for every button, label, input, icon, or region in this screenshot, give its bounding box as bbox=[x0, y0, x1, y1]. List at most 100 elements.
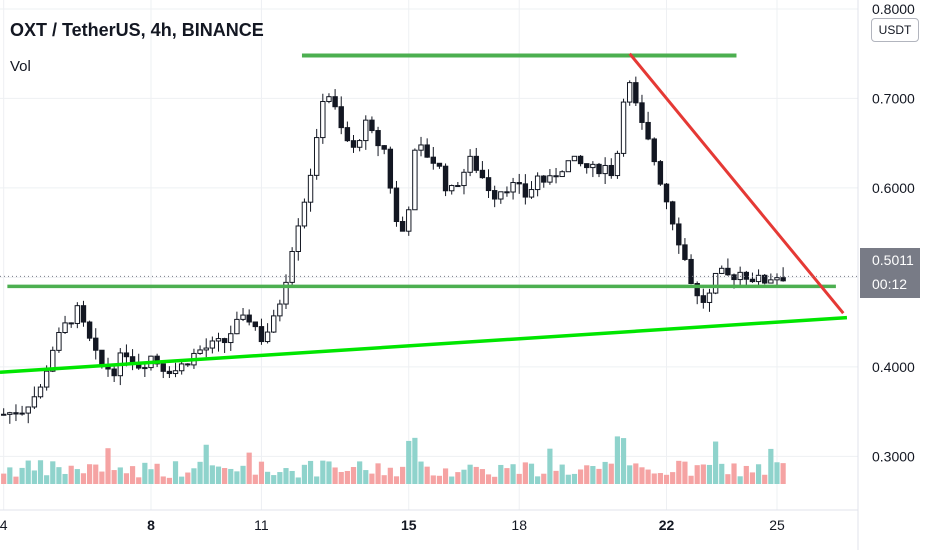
volume-bar bbox=[755, 464, 762, 484]
volume-bar bbox=[780, 463, 786, 484]
volume-bar bbox=[215, 466, 222, 484]
candle-body bbox=[491, 190, 498, 200]
volume-bar bbox=[608, 463, 614, 484]
volume-bar bbox=[381, 475, 387, 484]
candle-body bbox=[553, 175, 559, 178]
volume-bar bbox=[80, 473, 87, 484]
volume-bar bbox=[197, 461, 203, 484]
candle-body bbox=[142, 367, 148, 370]
volume-bar bbox=[264, 471, 271, 484]
candle-body bbox=[154, 355, 160, 365]
volume-bar bbox=[234, 471, 240, 484]
candle-body bbox=[178, 363, 185, 372]
volume-bar bbox=[191, 468, 197, 484]
candle-body bbox=[706, 292, 713, 303]
volume-bar bbox=[571, 473, 578, 484]
candle-body bbox=[320, 101, 326, 139]
candle-body bbox=[50, 349, 56, 372]
volume-bar bbox=[774, 462, 780, 484]
candle-countdown: 00:12 bbox=[872, 276, 908, 292]
volume-bar bbox=[25, 460, 31, 484]
x-tick-label: 8 bbox=[147, 517, 155, 533]
candle-body bbox=[406, 209, 412, 232]
x-tick-label: 18 bbox=[511, 517, 527, 533]
volume-bar bbox=[682, 461, 688, 484]
candle-body bbox=[74, 305, 81, 324]
candle-body bbox=[43, 370, 50, 388]
volume-bar bbox=[99, 471, 105, 484]
volume-bar bbox=[314, 476, 320, 484]
volume-bar bbox=[172, 461, 179, 484]
candle-body bbox=[344, 127, 351, 142]
volume-bar bbox=[117, 467, 123, 484]
volume-bar bbox=[252, 474, 258, 484]
x-tick-label: 15 bbox=[401, 517, 417, 533]
candle-body bbox=[369, 119, 375, 132]
volume-bar bbox=[105, 448, 111, 484]
volume-bar bbox=[479, 469, 485, 484]
candle-body bbox=[289, 250, 295, 283]
volume-bar bbox=[719, 463, 725, 484]
candle-body bbox=[504, 191, 510, 194]
volume-bar bbox=[633, 463, 639, 484]
candle-body bbox=[399, 221, 406, 232]
candle-body bbox=[768, 279, 774, 284]
candle-body bbox=[663, 183, 670, 203]
volume-bar bbox=[44, 475, 50, 484]
candle-body bbox=[111, 368, 117, 377]
volume-bar bbox=[179, 476, 185, 484]
volume-bar bbox=[498, 464, 504, 484]
volume-bar bbox=[344, 470, 350, 484]
candle-body bbox=[424, 144, 430, 158]
volume-bar bbox=[37, 460, 44, 484]
candle-body bbox=[123, 352, 130, 358]
volume-bar bbox=[455, 472, 461, 484]
volume-bar bbox=[31, 470, 37, 484]
candle-body bbox=[313, 137, 320, 176]
volume-bar bbox=[1, 473, 7, 484]
candle-body bbox=[326, 96, 332, 103]
candle-body bbox=[19, 412, 25, 415]
candle-body bbox=[240, 314, 246, 320]
candle-body bbox=[412, 149, 418, 211]
volume-bar bbox=[320, 460, 326, 484]
candle-body bbox=[387, 148, 394, 189]
candle-body bbox=[657, 161, 664, 185]
candle-body bbox=[430, 156, 436, 164]
candle-body bbox=[485, 177, 492, 192]
candle-body bbox=[510, 182, 516, 193]
volume-bar bbox=[363, 470, 369, 484]
candle-body bbox=[264, 331, 271, 343]
candle-body bbox=[780, 277, 786, 282]
y-tick-label: 0.8000 bbox=[872, 1, 915, 17]
volume-bar bbox=[50, 461, 56, 484]
volume-bar bbox=[651, 473, 657, 484]
volume-bar bbox=[645, 469, 651, 484]
volume-bar bbox=[246, 452, 252, 484]
candle-body bbox=[56, 332, 62, 351]
currency-button[interactable]: USDT bbox=[871, 18, 919, 42]
volume-bar bbox=[706, 464, 713, 484]
candle-body bbox=[356, 140, 363, 148]
volume-bar bbox=[62, 473, 68, 484]
volume-bar bbox=[203, 444, 209, 484]
volume-bar bbox=[326, 461, 332, 484]
candle-body bbox=[725, 267, 731, 276]
volume-bar bbox=[400, 466, 406, 484]
candle-body bbox=[166, 370, 173, 375]
candle-body bbox=[442, 165, 449, 192]
volume-bar bbox=[743, 465, 749, 484]
candle-body bbox=[37, 386, 44, 398]
chart-title: OXT / TetherUS, 4h, BINANCE bbox=[10, 20, 264, 40]
volume-bar bbox=[528, 463, 535, 484]
candle-body bbox=[467, 155, 473, 173]
volume-bar bbox=[584, 465, 590, 484]
volume-bar bbox=[461, 469, 467, 484]
candle-body bbox=[277, 303, 283, 317]
candle-body bbox=[559, 171, 565, 178]
volume-bar bbox=[737, 476, 743, 484]
volume-bar bbox=[7, 467, 13, 484]
candle-body bbox=[620, 101, 627, 154]
